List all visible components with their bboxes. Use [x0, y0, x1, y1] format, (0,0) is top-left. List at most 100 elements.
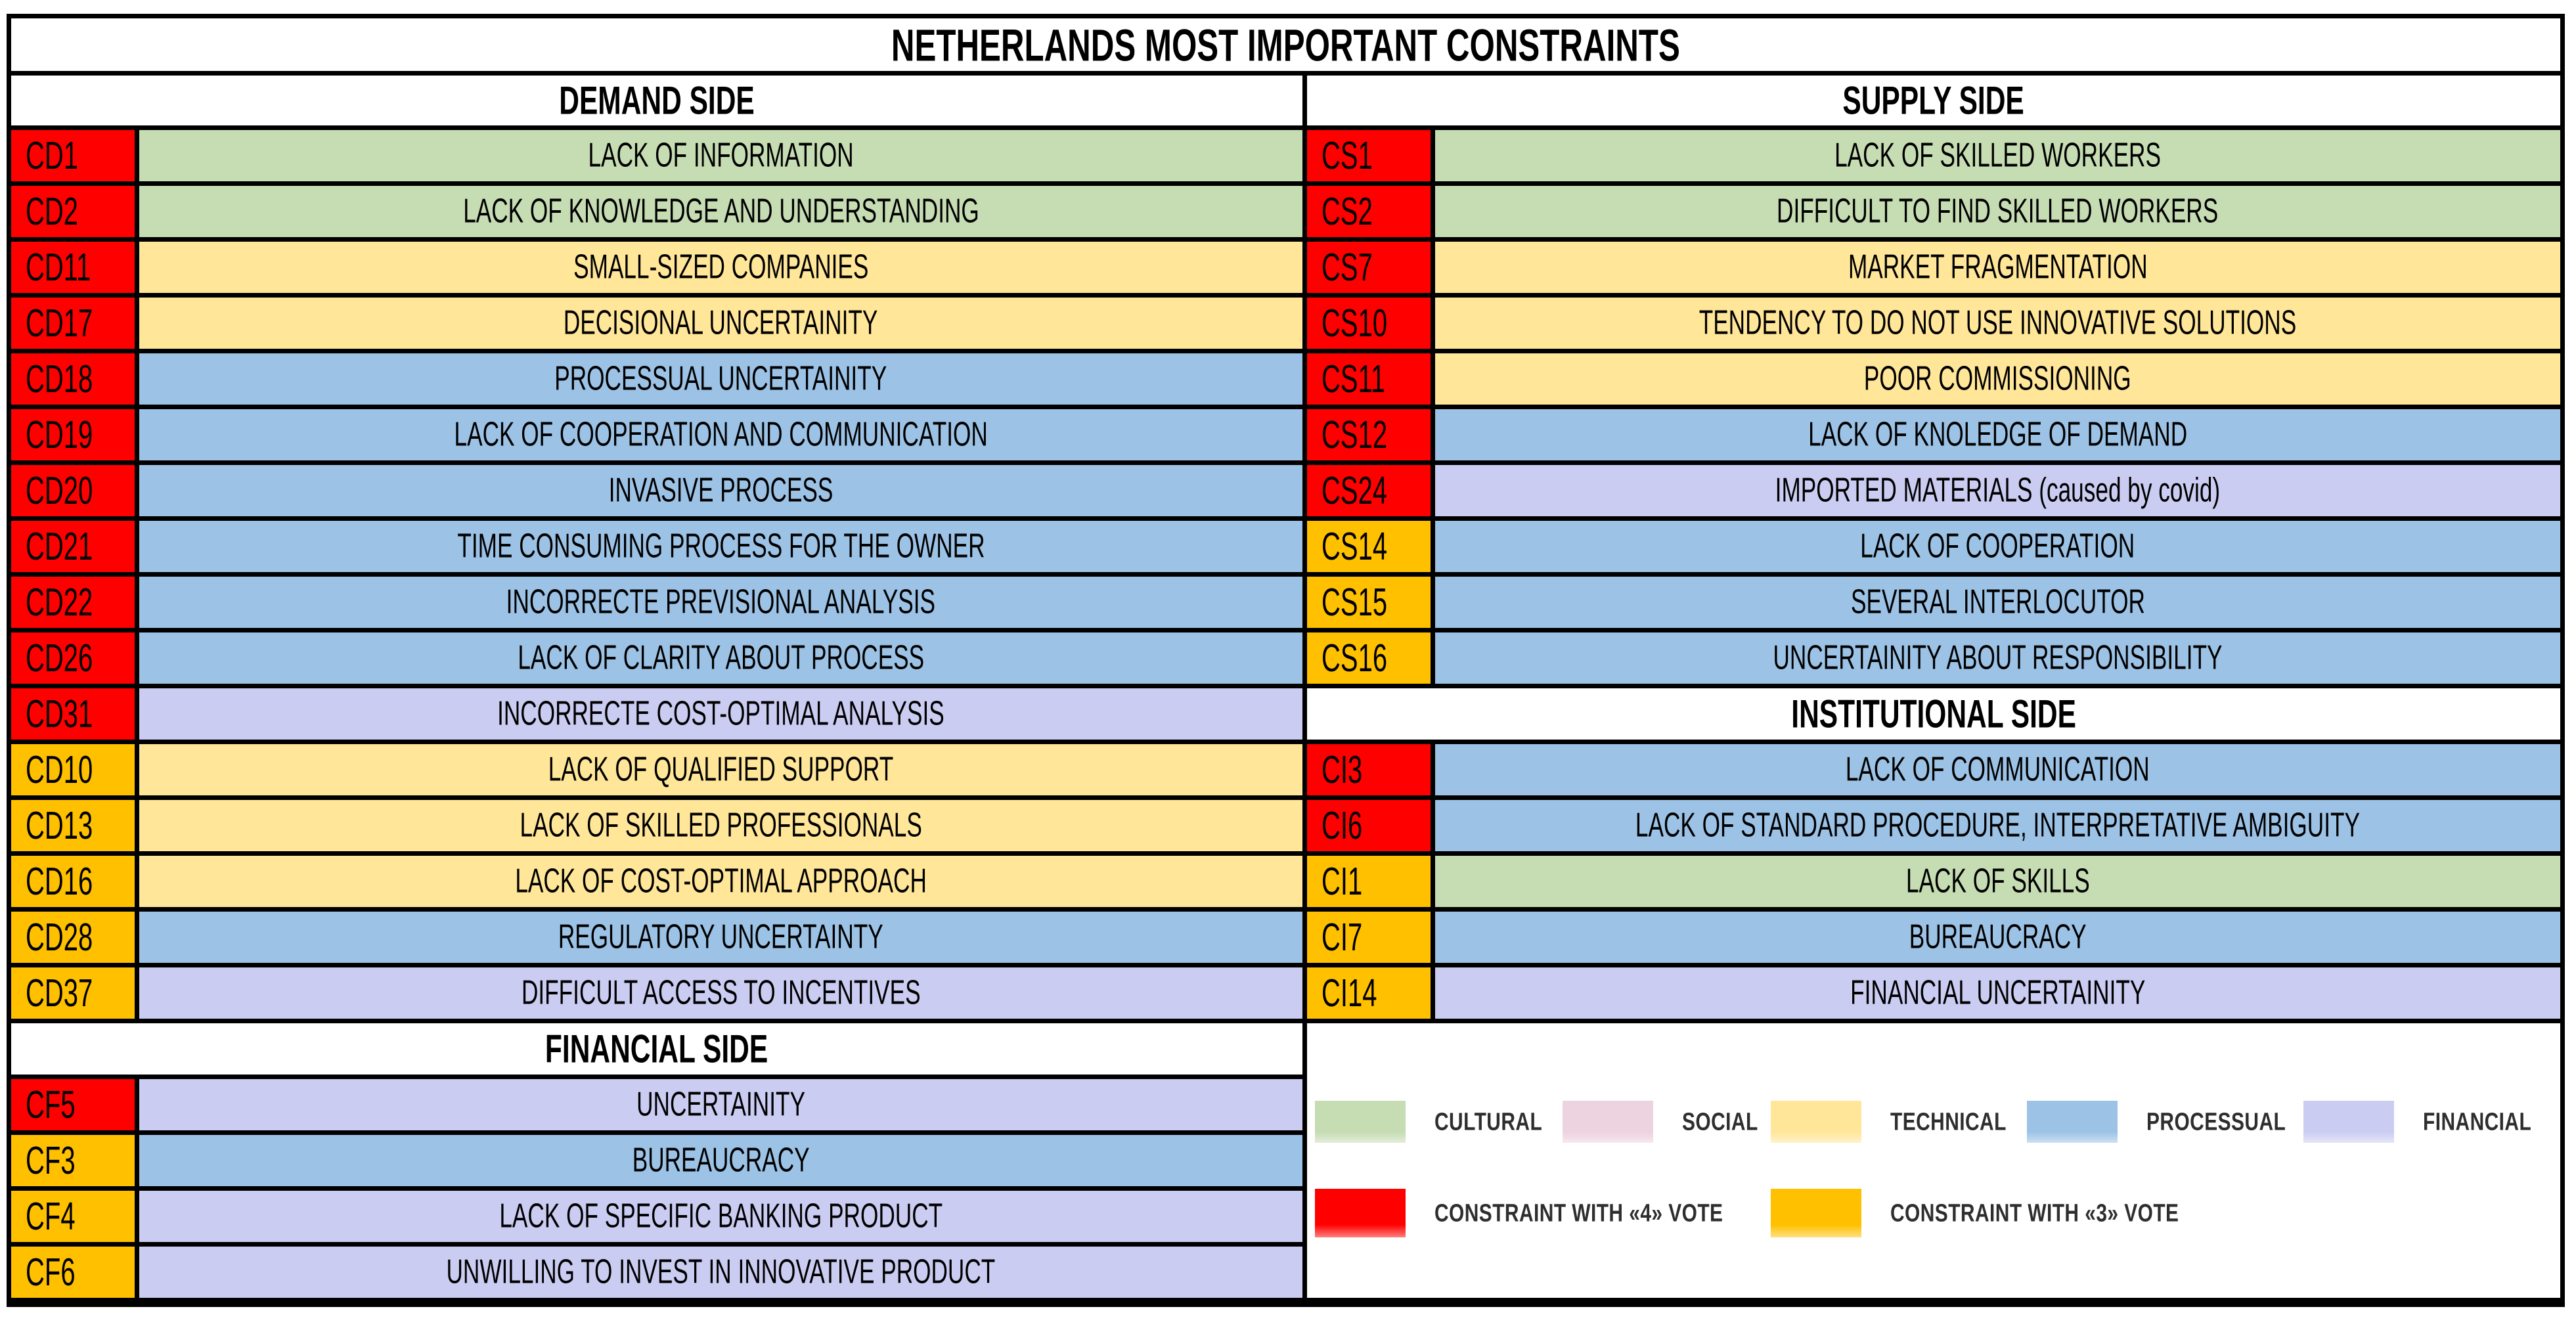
constraint-id-cell: CI1	[1307, 856, 1435, 907]
constraint-label-cell: INCORRECTE COST-OPTIMAL ANALYSIS	[139, 688, 1302, 740]
constraint-id: CD11	[26, 245, 91, 290]
constraint-row-ci7: CI7 BUREAUCRACY	[1307, 912, 2560, 967]
constraint-label: INCORRECTE PREVISIONAL ANALYSIS	[506, 583, 936, 621]
constraint-label-cell: LACK OF STANDARD PROCEDURE, INTERPRETATI…	[1435, 800, 2560, 851]
constraint-label: DIFFICULT TO FIND SKILLED WORKERS	[1777, 192, 2219, 231]
constraint-label-cell: LACK OF COMMUNICATION	[1435, 744, 2560, 795]
table-title-row: NETHERLANDS MOST IMPORTANT CONSTRAINTS	[11, 18, 2560, 76]
constraint-label: LACK OF COOPERATION AND COMMUNICATION	[454, 415, 988, 454]
constraint-label: POOR COMMISSIONING	[1864, 359, 2131, 398]
constraint-id: CD22	[26, 580, 93, 625]
constraint-row-cs11: CS11 POOR COMMISSIONING	[1307, 353, 2560, 409]
constraint-label: LACK OF COST-OPTIMAL APPROACH	[515, 862, 927, 900]
table-columns: DEMAND SIDE CD1 LACK OF INFORMATION CD2 LAC…	[11, 76, 2560, 1302]
constraint-id-cell: CD18	[11, 353, 139, 405]
constraint-id: CS2	[1321, 189, 1373, 234]
constraint-label-cell: POOR COMMISSIONING	[1435, 353, 2560, 405]
legend-label-vote-3: CONSTRAINT WITH «3» VOTE	[1890, 1199, 2179, 1227]
constraint-label-cell: SMALL-SIZED COMPANIES	[139, 242, 1302, 293]
constraint-row-cs10: CS10 TENDENCY TO DO NOT USE INNOVATIVE SO…	[1307, 298, 2560, 353]
constraint-label: IMPORTED MATERIALS (caused by covid)	[1775, 471, 2221, 510]
section-header-financial-side: FINANCIAL SIDE	[11, 1023, 1302, 1079]
constraint-row-ci14: CI14 FINANCIAL UNCERTAINITY	[1307, 967, 2560, 1023]
constraint-label-cell: SEVERAL INTERLOCUTOR	[1435, 577, 2560, 628]
legend-swatch-vote-4	[1315, 1189, 1406, 1237]
constraint-row-cs2: CS2 DIFFICULT TO FIND SKILLED WORKERS	[1307, 186, 2560, 242]
legend-item-cultural: CULTURAL	[1315, 1101, 1557, 1143]
constraint-row-cd1: CD1 LACK OF INFORMATION	[11, 130, 1302, 186]
constraint-label: TIME CONSUMING PROCESS FOR THE OWNER	[456, 527, 985, 565]
constraint-id-cell: CD13	[11, 800, 139, 851]
constraint-id: CD13	[26, 803, 93, 848]
constraint-id-cell: CD10	[11, 744, 139, 795]
constraint-row-cs15: CS15 SEVERAL INTERLOCUTOR	[1307, 577, 2560, 632]
legend-label-technical: TECHNICAL	[1890, 1107, 2007, 1136]
legend-item-processual: PROCESSUAL	[2027, 1101, 2305, 1143]
constraint-label: PROCESSUAL UNCERTAINITY	[554, 359, 887, 398]
constraint-row-cd37: CD37 DIFFICULT ACCESS TO INCENTIVES	[11, 967, 1302, 1023]
constraint-row-cs12: CS12 LACK OF KNOLEDGE OF DEMAND	[1307, 409, 2560, 465]
supply-column: SUPPLY SIDE CS1 LACK OF SKILLED WORKERS CS…	[1302, 76, 2560, 1302]
constraint-label: LACK OF KNOWLEDGE AND UNDERSTANDING	[462, 192, 979, 231]
constraint-id-cell: CI7	[1307, 912, 1435, 963]
legend-swatch-financial	[2303, 1101, 2394, 1143]
constraint-id: CF5	[26, 1082, 76, 1127]
constraint-label-cell: UNCERTAINITY	[139, 1079, 1302, 1130]
constraint-id-cell: CS1	[1307, 130, 1435, 181]
constraint-label-cell: LACK OF COOPERATION	[1435, 521, 2560, 572]
constraint-label: UNCERTAINITY ABOUT RESPONSIBILITY	[1773, 638, 2223, 677]
legend-label-processual: PROCESSUAL	[2146, 1107, 2286, 1136]
constraint-label-cell: TENDENCY TO DO NOT USE INNOVATIVE SOLUTI…	[1435, 298, 2560, 349]
legend-label-social: SOCIAL	[1682, 1107, 1758, 1136]
constraint-label: UNWILLING TO INVEST IN INNOVATIVE PRODUC…	[446, 1252, 996, 1291]
constraint-label: LACK OF SKILLS	[1905, 862, 2090, 900]
constraint-id: CI1	[1321, 859, 1363, 904]
constraint-id: CS10	[1321, 301, 1388, 345]
constraint-id: CS12	[1321, 412, 1388, 457]
constraint-id-cell: CF4	[11, 1191, 139, 1242]
constraint-label-cell: TIME CONSUMING PROCESS FOR THE OWNER	[139, 521, 1302, 572]
constraint-id: CD18	[26, 357, 93, 401]
constraint-id-cell: CF5	[11, 1079, 139, 1130]
constraint-row-cd13: CD13 LACK OF SKILLED PROFESSIONALS	[11, 800, 1302, 856]
constraint-id-cell: CD11	[11, 242, 139, 293]
constraint-label: SMALL-SIZED COMPANIES	[573, 248, 869, 286]
constraint-id-cell: CS2	[1307, 186, 1435, 237]
constraint-row-cd16: CD16 LACK OF COST-OPTIMAL APPROACH	[11, 856, 1302, 912]
constraint-id-cell: CI6	[1307, 800, 1435, 851]
constraint-id-cell: CD17	[11, 298, 139, 349]
constraint-id-cell: CD2	[11, 186, 139, 237]
constraint-row-ci6: CI6 LACK OF STANDARD PROCEDURE, INTERPRET…	[1307, 800, 2560, 856]
supply-rows: CS1 LACK OF SKILLED WORKERS CS2 DIFFICULT T…	[1307, 130, 2560, 1023]
constraint-id: CD2	[26, 189, 79, 234]
constraint-row-cd26: CD26 LACK OF CLARITY ABOUT PROCESS	[11, 632, 1302, 688]
demand-side-header-label: DEMAND SIDE	[559, 78, 755, 123]
constraint-label: LACK OF COMMUNICATION	[1846, 750, 2150, 789]
constraint-label-cell: LACK OF COOPERATION AND COMMUNICATION	[139, 409, 1302, 460]
legend-item-vote-3: CONSTRAINT WITH «3» VOTE	[1771, 1189, 2218, 1237]
constraint-label-cell: LACK OF QUALIFIED SUPPORT	[139, 744, 1302, 795]
legend-swatch-social	[1563, 1101, 1653, 1143]
supply-side-header: SUPPLY SIDE	[1307, 76, 2560, 130]
constraint-id: CI14	[1321, 971, 1377, 1015]
constraint-id: CD16	[26, 859, 93, 904]
legend-item-social: SOCIAL	[1563, 1101, 1768, 1143]
constraint-label: LACK OF KNOLEDGE OF DEMAND	[1808, 415, 2187, 454]
constraint-label-cell: BUREAUCRACY	[1435, 912, 2560, 963]
constraint-label-cell: UNWILLING TO INVEST IN INNOVATIVE PRODUC…	[139, 1247, 1302, 1298]
constraint-label: INVASIVE PROCESS	[608, 471, 833, 510]
legend-item-technical: TECHNICAL	[1771, 1101, 2022, 1143]
constraint-id-cell: CS15	[1307, 577, 1435, 628]
legend-label-financial: FINANCIAL	[2423, 1107, 2532, 1136]
demand-column: DEMAND SIDE CD1 LACK OF INFORMATION CD2 LAC…	[11, 76, 1302, 1302]
constraint-row-cd10: CD10 LACK OF QUALIFIED SUPPORT	[11, 744, 1302, 800]
constraint-label: LACK OF CLARITY ABOUT PROCESS	[518, 638, 924, 677]
constraint-label-cell: IMPORTED MATERIALS (caused by covid)	[1435, 465, 2560, 516]
constraint-label: LACK OF SKILLED WORKERS	[1834, 136, 2161, 175]
constraint-label-cell: INVASIVE PROCESS	[139, 465, 1302, 516]
constraint-id: CS15	[1321, 580, 1388, 625]
constraint-id-cell: CD22	[11, 577, 139, 628]
constraint-id: CD19	[26, 412, 93, 457]
constraint-id-cell: CD37	[11, 967, 139, 1019]
constraint-label-cell: LACK OF SKILLED PROFESSIONALS	[139, 800, 1302, 851]
